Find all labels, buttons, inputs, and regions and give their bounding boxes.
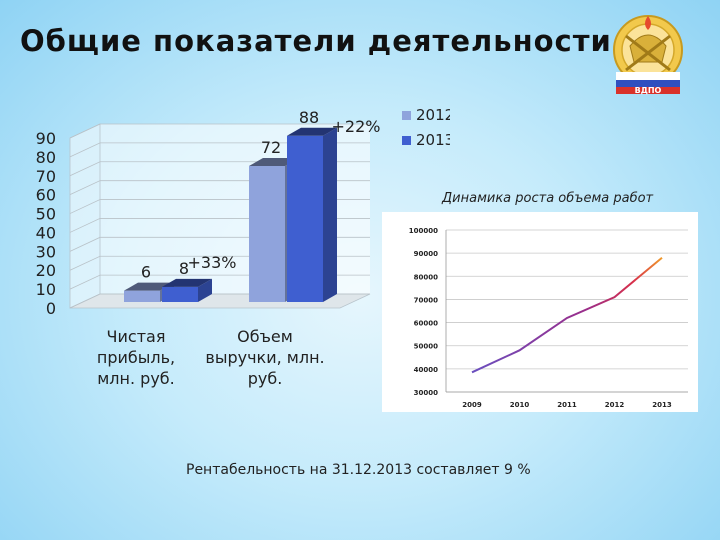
line-y-tick-label: 90000 (414, 250, 438, 258)
category-label: млн. руб. (97, 369, 175, 388)
profitability-note: Рентабельность на 31.12.2013 составляет … (186, 462, 531, 478)
y-tick-label: 60 (36, 186, 56, 205)
bar-2012-top (124, 282, 174, 291)
y-tick-label: 0 (46, 299, 56, 318)
chart-side-wall (69, 123, 101, 309)
bar-2013-front (162, 286, 198, 302)
growth-annotation: +22% (332, 117, 381, 136)
y-tick-label: 10 (36, 280, 56, 299)
legend-label-2013: 2013 (416, 131, 450, 149)
line-y-tick-label: 50000 (414, 343, 438, 351)
line-series-volume (471, 257, 663, 374)
line-y-tick-label: 70000 (414, 296, 438, 304)
line-y-tick-label: 40000 (414, 366, 438, 374)
bar-2013-top (287, 127, 337, 136)
y-tick-label: 70 (36, 167, 56, 186)
legend-swatch-2013 (402, 136, 411, 145)
bar-data-label: 72 (261, 138, 281, 157)
line-chart-panel: 30000 40000 50000 60000 70000 80000 90000 10000… (382, 212, 698, 412)
line-y-tick-label: 80000 (414, 273, 438, 281)
line-x-tick-label: 2013 (652, 401, 672, 409)
bar-data-label: 88 (299, 108, 319, 127)
category-label: выручки, млн. (205, 348, 324, 367)
line-x-tick-label: 2012 (605, 401, 625, 409)
bar-2013-front (287, 135, 323, 302)
line-y-tick-label: 60000 (414, 320, 438, 328)
bar-data-label: 8 (179, 259, 189, 278)
category-label: Чистая (107, 327, 166, 346)
growth-annotation: +33% (188, 253, 237, 272)
line-x-tick-label: 2009 (462, 401, 482, 409)
page-title: Общие показатели деятельности (20, 24, 612, 58)
vdpo-emblem-icon: ВДПО (613, 15, 683, 95)
y-gridline (69, 123, 370, 139)
bar-2012-front (124, 290, 160, 302)
y-tick-label: 40 (36, 223, 56, 242)
y-tick-label: 50 (36, 205, 56, 224)
y-tick-label: 30 (36, 242, 56, 261)
y-tick-label: 20 (36, 261, 56, 280)
category-label: Объем (237, 327, 293, 346)
category-label: прибыль, (97, 348, 175, 367)
bar-2012-top (249, 158, 299, 166)
line-x-tick-label: 2011 (557, 401, 577, 409)
legend-label-2012: 2012 (416, 106, 450, 124)
line-chart-title: Динамика роста объема работ (442, 191, 654, 206)
line-y-tick-label: 30000 (414, 389, 438, 397)
line-y-tick-label: 100000 (409, 227, 438, 235)
y-tick-label: 90 (36, 129, 56, 148)
category-label: руб. (248, 369, 283, 388)
line-chart: 30000 40000 50000 60000 70000 80000 90000 10000… (409, 227, 688, 409)
bar-2012-front (249, 166, 285, 302)
bar-data-label: 6 (141, 263, 151, 282)
bar-2013-side (198, 278, 212, 302)
bar-2013-top (162, 278, 212, 287)
bar-2013-side (323, 127, 337, 303)
y-tick-label: 80 (36, 148, 56, 167)
emblem-text: ВДПО (635, 86, 662, 95)
y-gridline (69, 142, 370, 158)
legend-swatch-2012 (402, 111, 411, 120)
line-x-tick-label: 2010 (510, 401, 530, 409)
